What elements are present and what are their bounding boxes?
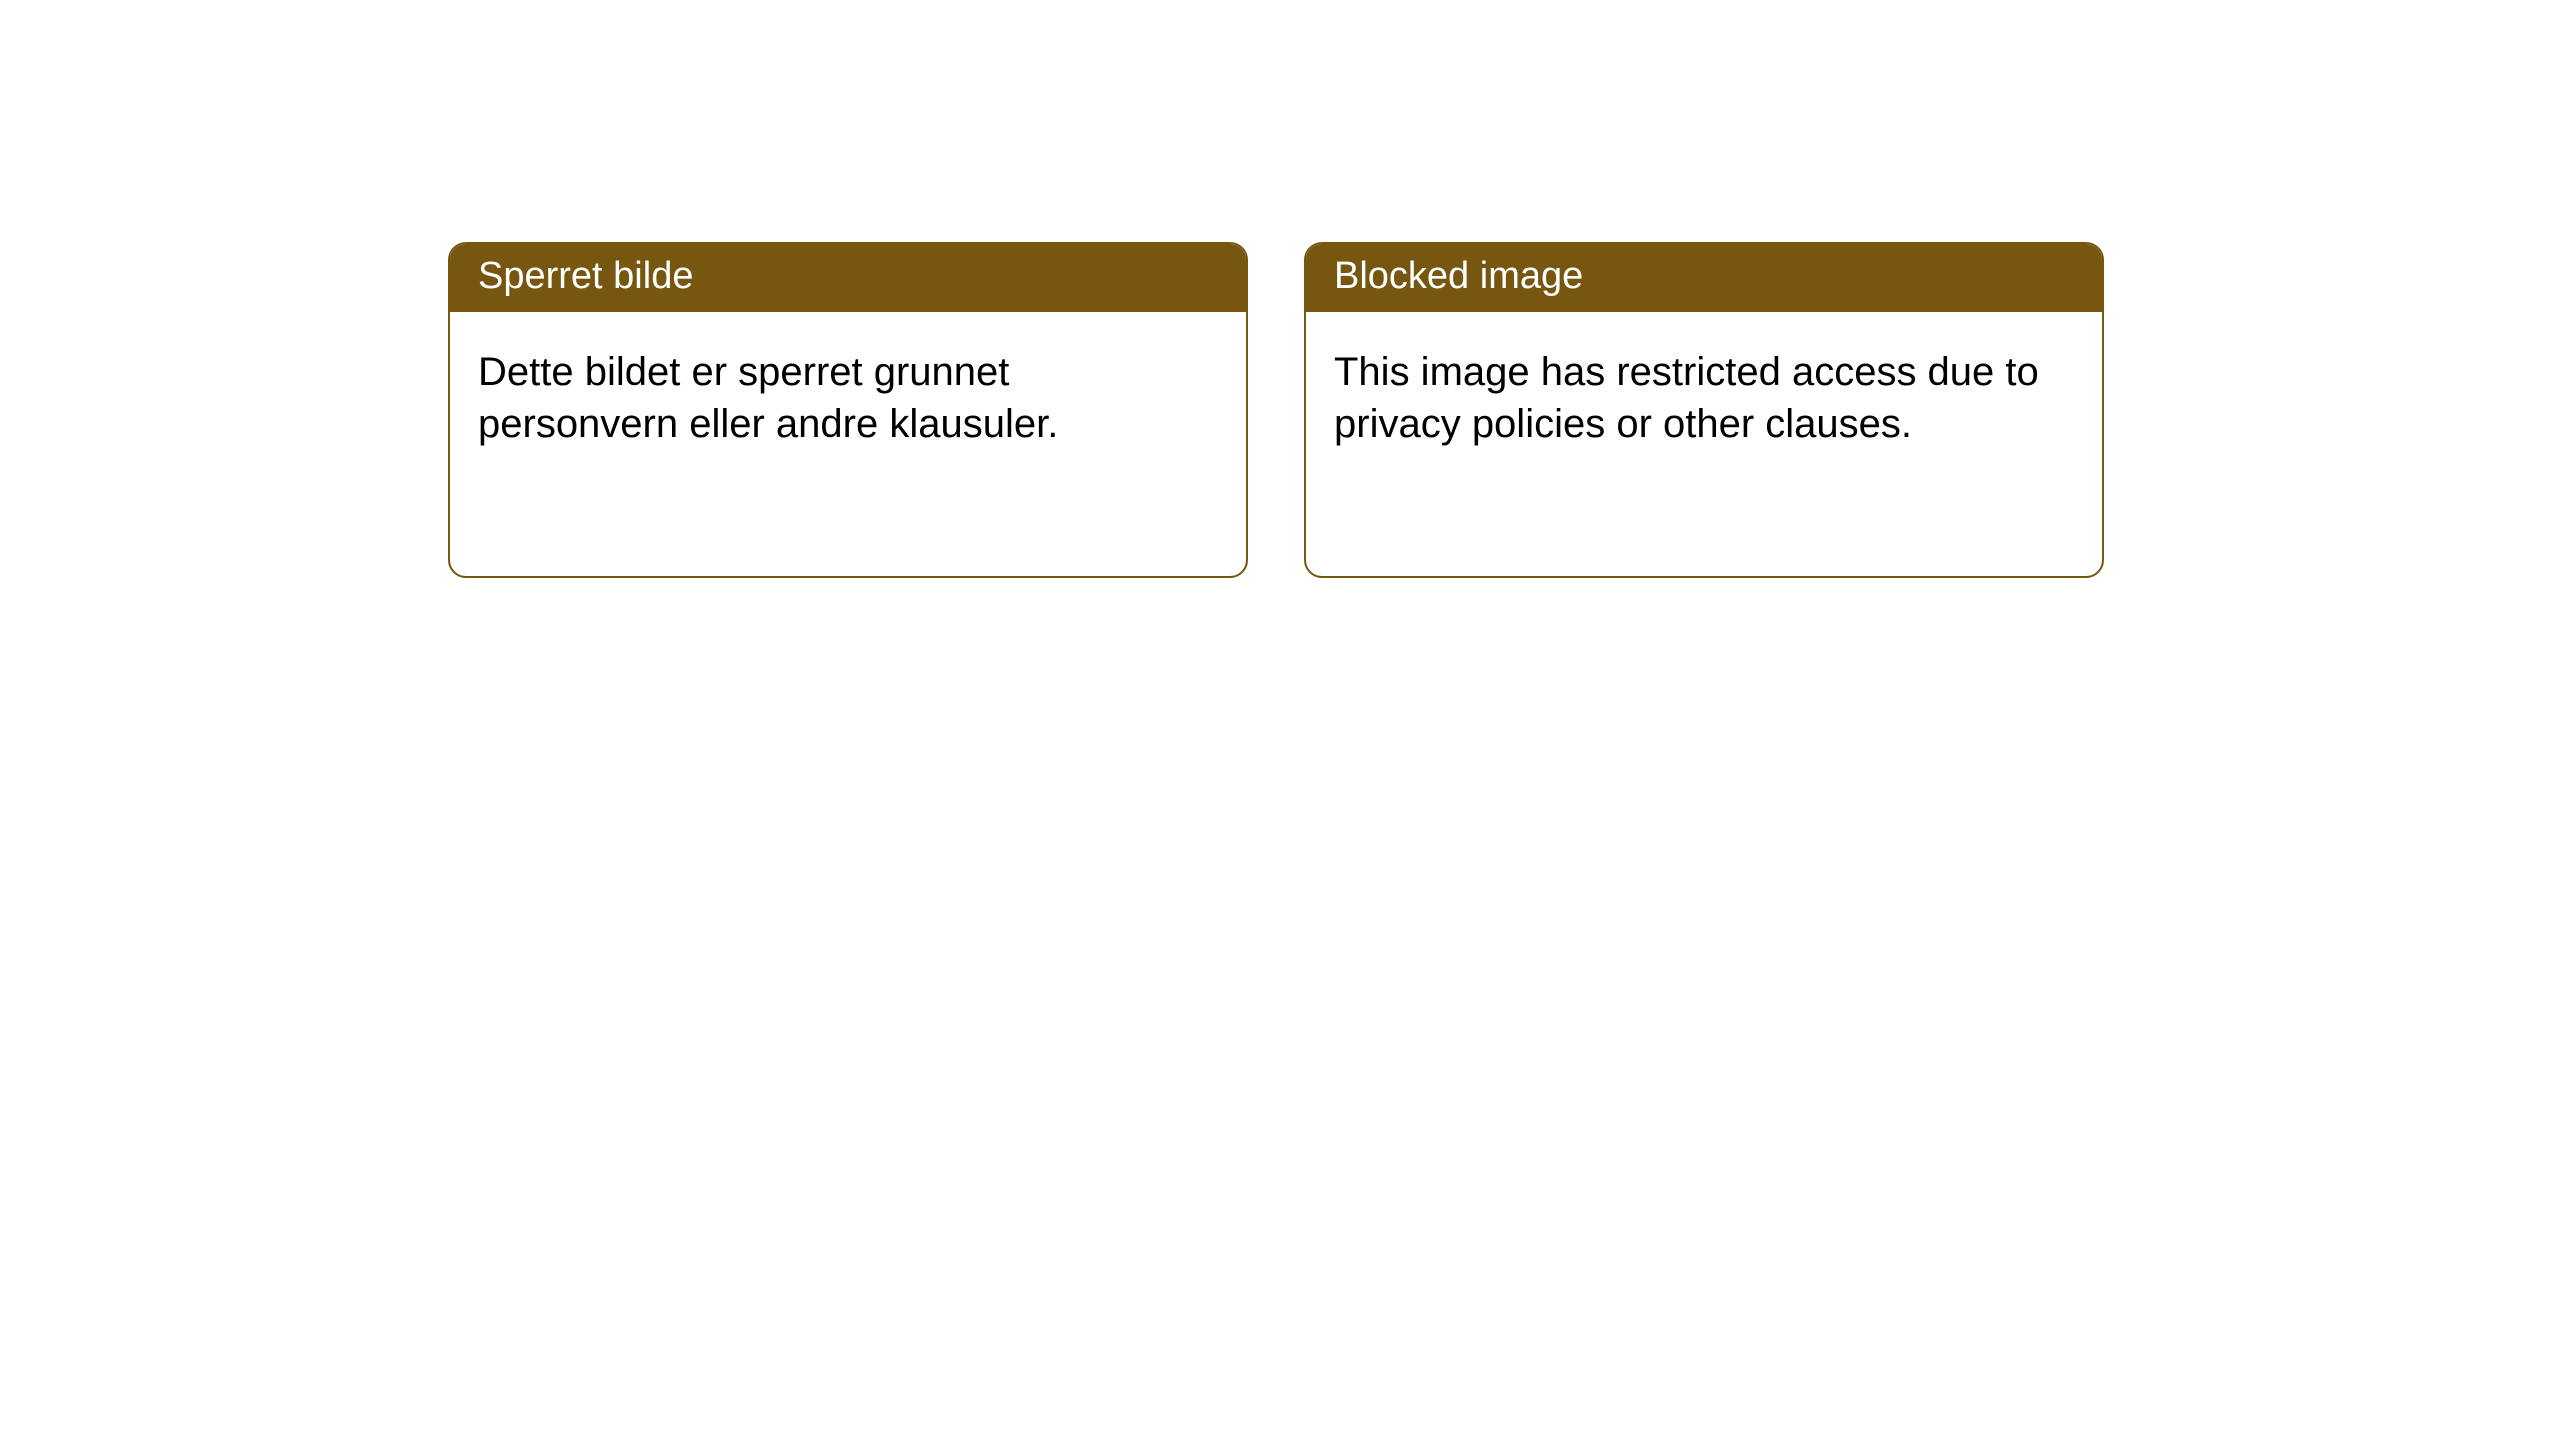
card-header: Blocked image	[1306, 244, 2102, 312]
card-header: Sperret bilde	[450, 244, 1246, 312]
card-body: Dette bildet er sperret grunnet personve…	[450, 312, 1246, 486]
card-title: Blocked image	[1334, 255, 1583, 297]
card-body-text: This image has restricted access due to …	[1334, 350, 2039, 447]
blocked-image-card-english: Blocked image This image has restricted …	[1304, 242, 2104, 578]
blocked-image-card-norwegian: Sperret bilde Dette bildet er sperret gr…	[448, 242, 1248, 578]
notice-container: Sperret bilde Dette bildet er sperret gr…	[0, 0, 2560, 578]
card-body-text: Dette bildet er sperret grunnet personve…	[478, 350, 1058, 447]
card-body: This image has restricted access due to …	[1306, 312, 2102, 486]
card-title: Sperret bilde	[478, 255, 693, 297]
